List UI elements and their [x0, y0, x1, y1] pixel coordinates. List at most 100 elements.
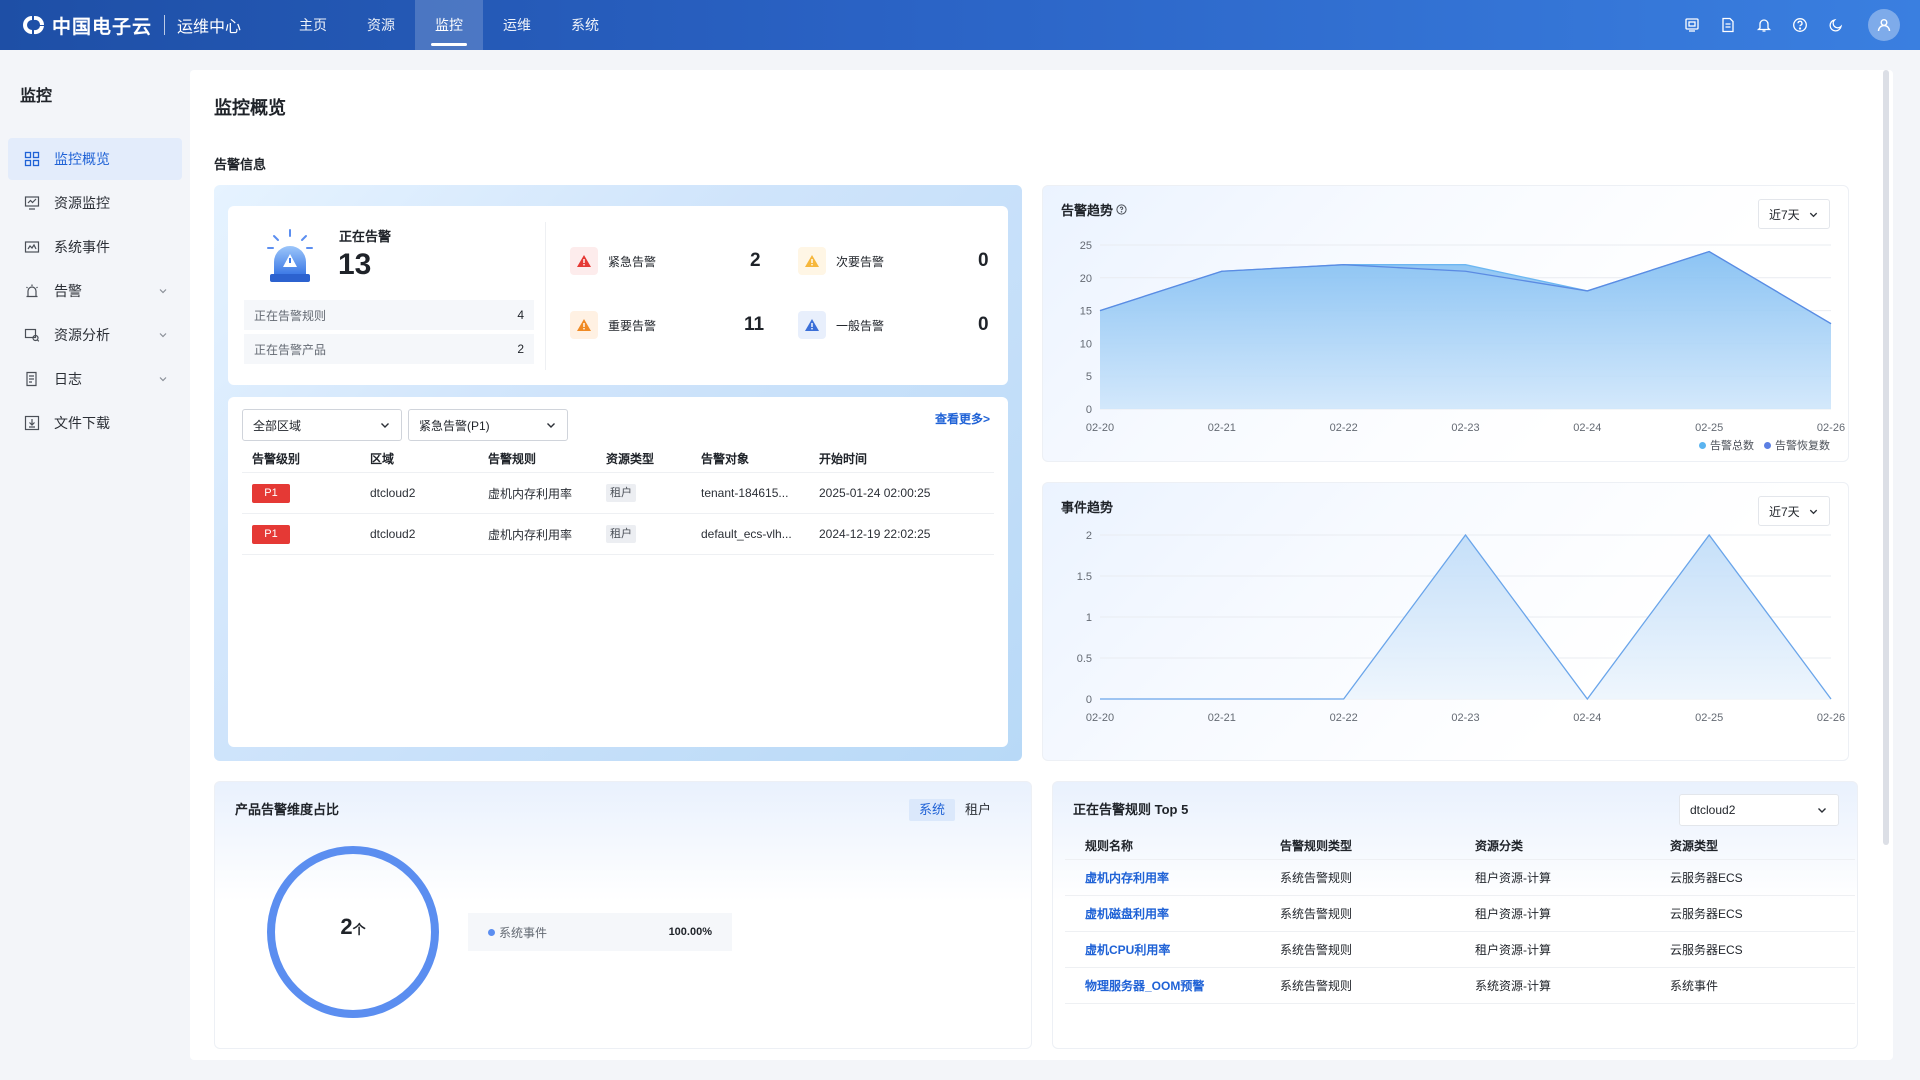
info-icon[interactable] — [1116, 204, 1127, 215]
cell-res-type: 云服务器ECS — [1670, 943, 1743, 957]
sidebar-item-resource-monitor[interactable]: 资源监控 — [8, 182, 182, 224]
rule-name-link[interactable]: 虚机磁盘利用率 — [1085, 907, 1170, 921]
table-row[interactable]: P1 dtcloud2 虚机内存利用率 租户 tenant-184615... … — [242, 473, 994, 514]
nav-system[interactable]: 系统 — [571, 17, 600, 33]
active-products-row[interactable]: 正在告警产品 2 — [244, 334, 534, 364]
nav-ops[interactable]: 运维 — [503, 17, 532, 33]
y-tick-label: 0 — [1086, 404, 1092, 416]
chevron-down-icon — [1808, 209, 1819, 220]
y-tick-label: 5 — [1086, 371, 1092, 383]
help-icon[interactable] — [1782, 7, 1818, 43]
top-rules-region-select[interactable]: dtcloud2 — [1679, 794, 1839, 826]
sidebar-item-system-events[interactable]: 系统事件 — [8, 226, 182, 268]
view-more-link[interactable]: 查看更多> — [934, 412, 990, 426]
level-normal[interactable]: 一般告警 0 — [798, 311, 998, 339]
logo[interactable]: 中国电子云 运维中心 — [0, 0, 241, 50]
sidebar-item-file-download[interactable]: 文件下载 — [8, 402, 182, 444]
cell-rule-type: 系统告警规则 — [1280, 979, 1353, 993]
rule-name-link[interactable]: 虚机CPU利用率 — [1085, 943, 1171, 957]
level-major[interactable]: 重要告警 11 — [570, 311, 770, 339]
level-minor[interactable]: 次要告警 0 — [798, 247, 998, 275]
legend-label: 告警总数 — [1710, 440, 1754, 452]
legend-item-total[interactable]: 告警总数 — [1699, 437, 1754, 453]
legend-dot — [488, 928, 495, 936]
page-title: 监控概览 — [214, 98, 286, 118]
type-tag: 租户 — [606, 525, 636, 543]
active-alarm-count[interactable]: 13 — [338, 248, 372, 281]
bell-icon[interactable] — [1746, 7, 1782, 43]
cell-rule-type: 系统告警规则 — [1280, 871, 1353, 885]
level-tag: P1 — [252, 524, 290, 544]
sidebar-item-label: 资源分析 — [54, 327, 110, 343]
cell-category: 租户资源-计算 — [1475, 907, 1551, 921]
legend-item-recovered[interactable]: 告警恢复数 — [1764, 437, 1830, 453]
level-minor-count: 0 — [978, 250, 989, 271]
moon-icon[interactable] — [1818, 7, 1854, 43]
nav-monitor[interactable]: 监控 — [415, 0, 484, 50]
event-trend-range-select[interactable]: 近7天 — [1758, 496, 1830, 526]
cell-time: 2024-12-19 22:02:25 — [819, 527, 931, 541]
cell-res-type: 云服务器ECS — [1670, 907, 1743, 921]
cell-res-type: 云服务器ECS — [1670, 871, 1743, 885]
rule-name-link[interactable]: 物理服务器_OOM预警 — [1085, 979, 1205, 993]
x-tick-label: 02-20 — [1086, 712, 1114, 724]
top-rules-region-value: dtcloud2 — [1690, 803, 1736, 817]
y-tick-label: 15 — [1080, 306, 1092, 318]
level-critical[interactable]: 紧急告警 2 — [570, 247, 770, 275]
screen-icon[interactable] — [1674, 7, 1710, 43]
sidebar-item-label: 系统事件 — [54, 239, 110, 255]
col-rule: 告警规则 — [488, 452, 537, 466]
table-row: 物理服务器_OOM预警 系统告警规则 系统资源-计算 系统事件 — [1065, 968, 1855, 1004]
region-select[interactable]: 全部区域 — [242, 409, 402, 441]
cell-time: 2025-01-24 02:00:25 — [819, 486, 931, 500]
y-tick-label: 1 — [1086, 612, 1092, 624]
col-target: 告警对象 — [701, 452, 750, 466]
warning-triangle-icon — [798, 311, 826, 339]
product-ratio-panel: 产品告警维度占比 系统 租户 2个 系统事件 100.00% — [214, 781, 1032, 1049]
x-tick-label: 02-25 — [1695, 712, 1723, 724]
alarm-trend-range-select[interactable]: 近7天 — [1758, 199, 1830, 229]
level-critical-label: 紧急告警 — [608, 254, 657, 269]
logo-divider — [164, 15, 166, 35]
warning-triangle-icon — [570, 311, 598, 339]
top-bar: 中国电子云 运维中心 主页 资源 监控 运维 系统 — [0, 0, 1920, 50]
scrollbar[interactable] — [1883, 70, 1889, 845]
sidebar-item-overview[interactable]: 监控概览 — [8, 138, 182, 180]
legend-dot — [1699, 441, 1706, 449]
analysis-icon — [22, 325, 42, 345]
level-select[interactable]: 紧急告警(P1) — [408, 409, 568, 441]
alarm-trend-legend: 告警总数 告警恢复数 — [1689, 437, 1830, 453]
level-minor-label: 次要告警 — [836, 254, 885, 269]
col-region: 区域 — [370, 452, 395, 466]
cell-rule: 虚机内存利用率 — [488, 527, 573, 542]
y-tick-label: 25 — [1080, 240, 1092, 252]
sidebar-item-log[interactable]: 日志 — [8, 358, 182, 400]
y-tick-label: 1.5 — [1077, 571, 1092, 583]
event-icon — [22, 237, 42, 257]
alarm-summary-card: 正在告警 13 正在告警规则 4 正在告警产品 2 紧急告警 2 次要告警 0 — [228, 206, 1008, 385]
level-normal-count: 0 — [978, 314, 989, 335]
donut-ring[interactable] — [267, 846, 439, 1018]
sidebar-title: 监控 — [20, 88, 53, 105]
tab-tenant[interactable]: 租户 — [964, 802, 991, 817]
rule-name-link[interactable]: 虚机内存利用率 — [1085, 871, 1170, 885]
user-avatar[interactable] — [1868, 9, 1900, 41]
nav-home[interactable]: 主页 — [299, 17, 328, 33]
product-ratio-donut — [267, 846, 439, 1018]
top-nav: 主页 资源 监控 运维 系统 — [279, 0, 619, 50]
main-content: 监控概览 告警信息 正在告警 13 正在告警规则 4 正 — [190, 70, 1893, 1060]
level-normal-label: 一般告警 — [836, 318, 885, 333]
active-rules-row[interactable]: 正在告警规则 4 — [244, 300, 534, 330]
ratio-legend-row[interactable]: 系统事件 100.00% — [468, 913, 732, 951]
series-line — [1099, 250, 1832, 325]
document-icon[interactable] — [1710, 7, 1746, 43]
table-row[interactable]: P1 dtcloud2 虚机内存利用率 租户 default_ecs-vlh..… — [242, 514, 994, 555]
x-tick-label: 02-24 — [1573, 712, 1601, 724]
nav-resource[interactable]: 资源 — [367, 17, 396, 33]
sidebar-item-resource-analysis[interactable]: 资源分析 — [8, 314, 182, 356]
tab-system[interactable]: 系统 — [908, 799, 955, 821]
product-ratio-tabs: 系统 租户 — [908, 799, 1001, 821]
top-icons — [1674, 7, 1920, 43]
y-tick-label: 10 — [1080, 338, 1092, 350]
sidebar-item-alarm[interactable]: 告警 — [8, 270, 182, 312]
